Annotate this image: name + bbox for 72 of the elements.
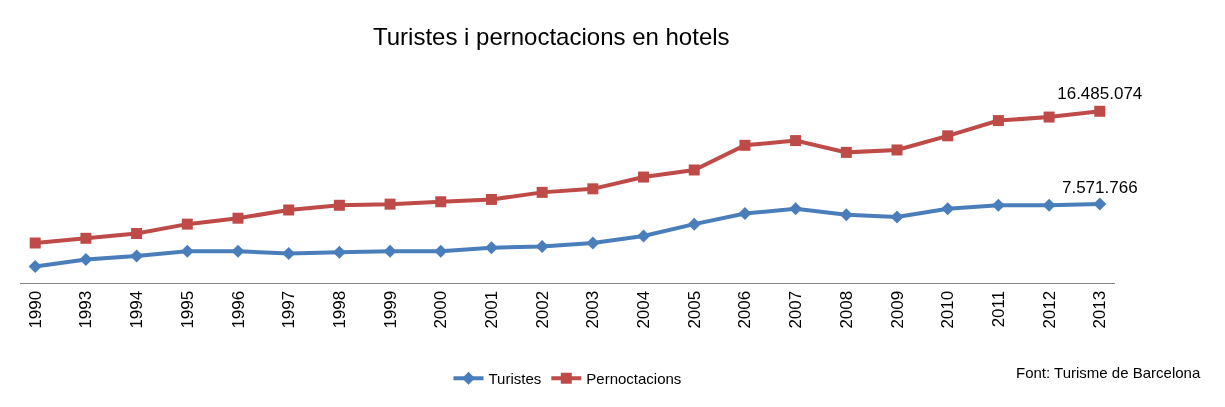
point — [231, 244, 245, 258]
point — [688, 164, 700, 176]
point — [687, 217, 701, 231]
point — [890, 210, 904, 224]
point — [991, 198, 1005, 212]
point — [383, 244, 397, 258]
point — [485, 193, 497, 205]
point — [1094, 105, 1106, 117]
x-tick-label: 2000 — [431, 290, 451, 329]
x-tick-label: 2009 — [887, 290, 907, 329]
point — [638, 171, 650, 183]
x-tick-label: 1993 — [76, 290, 96, 329]
x-tick-label: 2005 — [684, 290, 704, 329]
point — [29, 237, 41, 249]
x-tick-label: 1999 — [380, 290, 400, 329]
point — [637, 229, 651, 243]
point — [131, 228, 143, 240]
x-tick-label: 2008 — [836, 290, 856, 329]
point — [587, 183, 599, 195]
point — [942, 130, 954, 142]
legend-label: Pernoctacions — [586, 370, 682, 388]
point — [384, 198, 396, 210]
x-tick-label: 1997 — [279, 290, 299, 329]
x-tick-label: 2004 — [634, 290, 654, 329]
x-tick-label: 1996 — [228, 290, 248, 329]
data-label: 7.571.766 — [1061, 177, 1138, 197]
data-label: 16.485.074 — [1057, 84, 1143, 104]
point — [840, 146, 852, 158]
x-tick-label: 1998 — [329, 290, 349, 329]
x-tick-label: 2002 — [532, 290, 552, 329]
point — [535, 240, 549, 254]
point — [181, 218, 193, 230]
point — [484, 241, 498, 255]
text: Font: Turisme de Barcelona — [1016, 364, 1201, 381]
x-tick-label: 1990 — [25, 290, 45, 329]
point — [536, 186, 548, 198]
x-tick-label: 2003 — [583, 290, 603, 329]
point — [941, 202, 955, 216]
point — [891, 144, 903, 156]
point — [435, 196, 447, 208]
point — [282, 247, 296, 261]
point — [1042, 198, 1056, 212]
point — [790, 135, 802, 147]
point — [180, 244, 194, 258]
point — [1043, 111, 1055, 123]
point — [586, 236, 600, 250]
point — [789, 202, 803, 216]
x-tick-label: 2013 — [1090, 290, 1110, 329]
x-tick-label: 2011 — [988, 290, 1008, 328]
point — [434, 244, 448, 258]
point — [232, 212, 244, 224]
point — [739, 139, 751, 151]
point — [839, 208, 853, 222]
x-tick-label: 2007 — [786, 290, 806, 329]
point — [738, 207, 752, 221]
x-tick-label: 2010 — [938, 290, 958, 329]
point — [80, 232, 92, 244]
legend-label: Turistes — [488, 370, 542, 388]
x-tick-label: 2001 — [481, 290, 501, 329]
point — [332, 245, 346, 259]
point — [992, 115, 1004, 127]
x-tick-label: 1995 — [177, 290, 197, 329]
x-tick-label: 1994 — [127, 290, 147, 329]
x-tick-label: 2012 — [1039, 290, 1059, 329]
point — [1093, 197, 1107, 211]
chart-title: Turistes i pernoctacions en hotels — [372, 23, 730, 51]
point — [333, 199, 345, 211]
x-tick-label: 2006 — [735, 290, 755, 329]
point — [79, 252, 93, 266]
point — [130, 249, 144, 263]
point — [28, 260, 42, 274]
point — [283, 204, 295, 216]
